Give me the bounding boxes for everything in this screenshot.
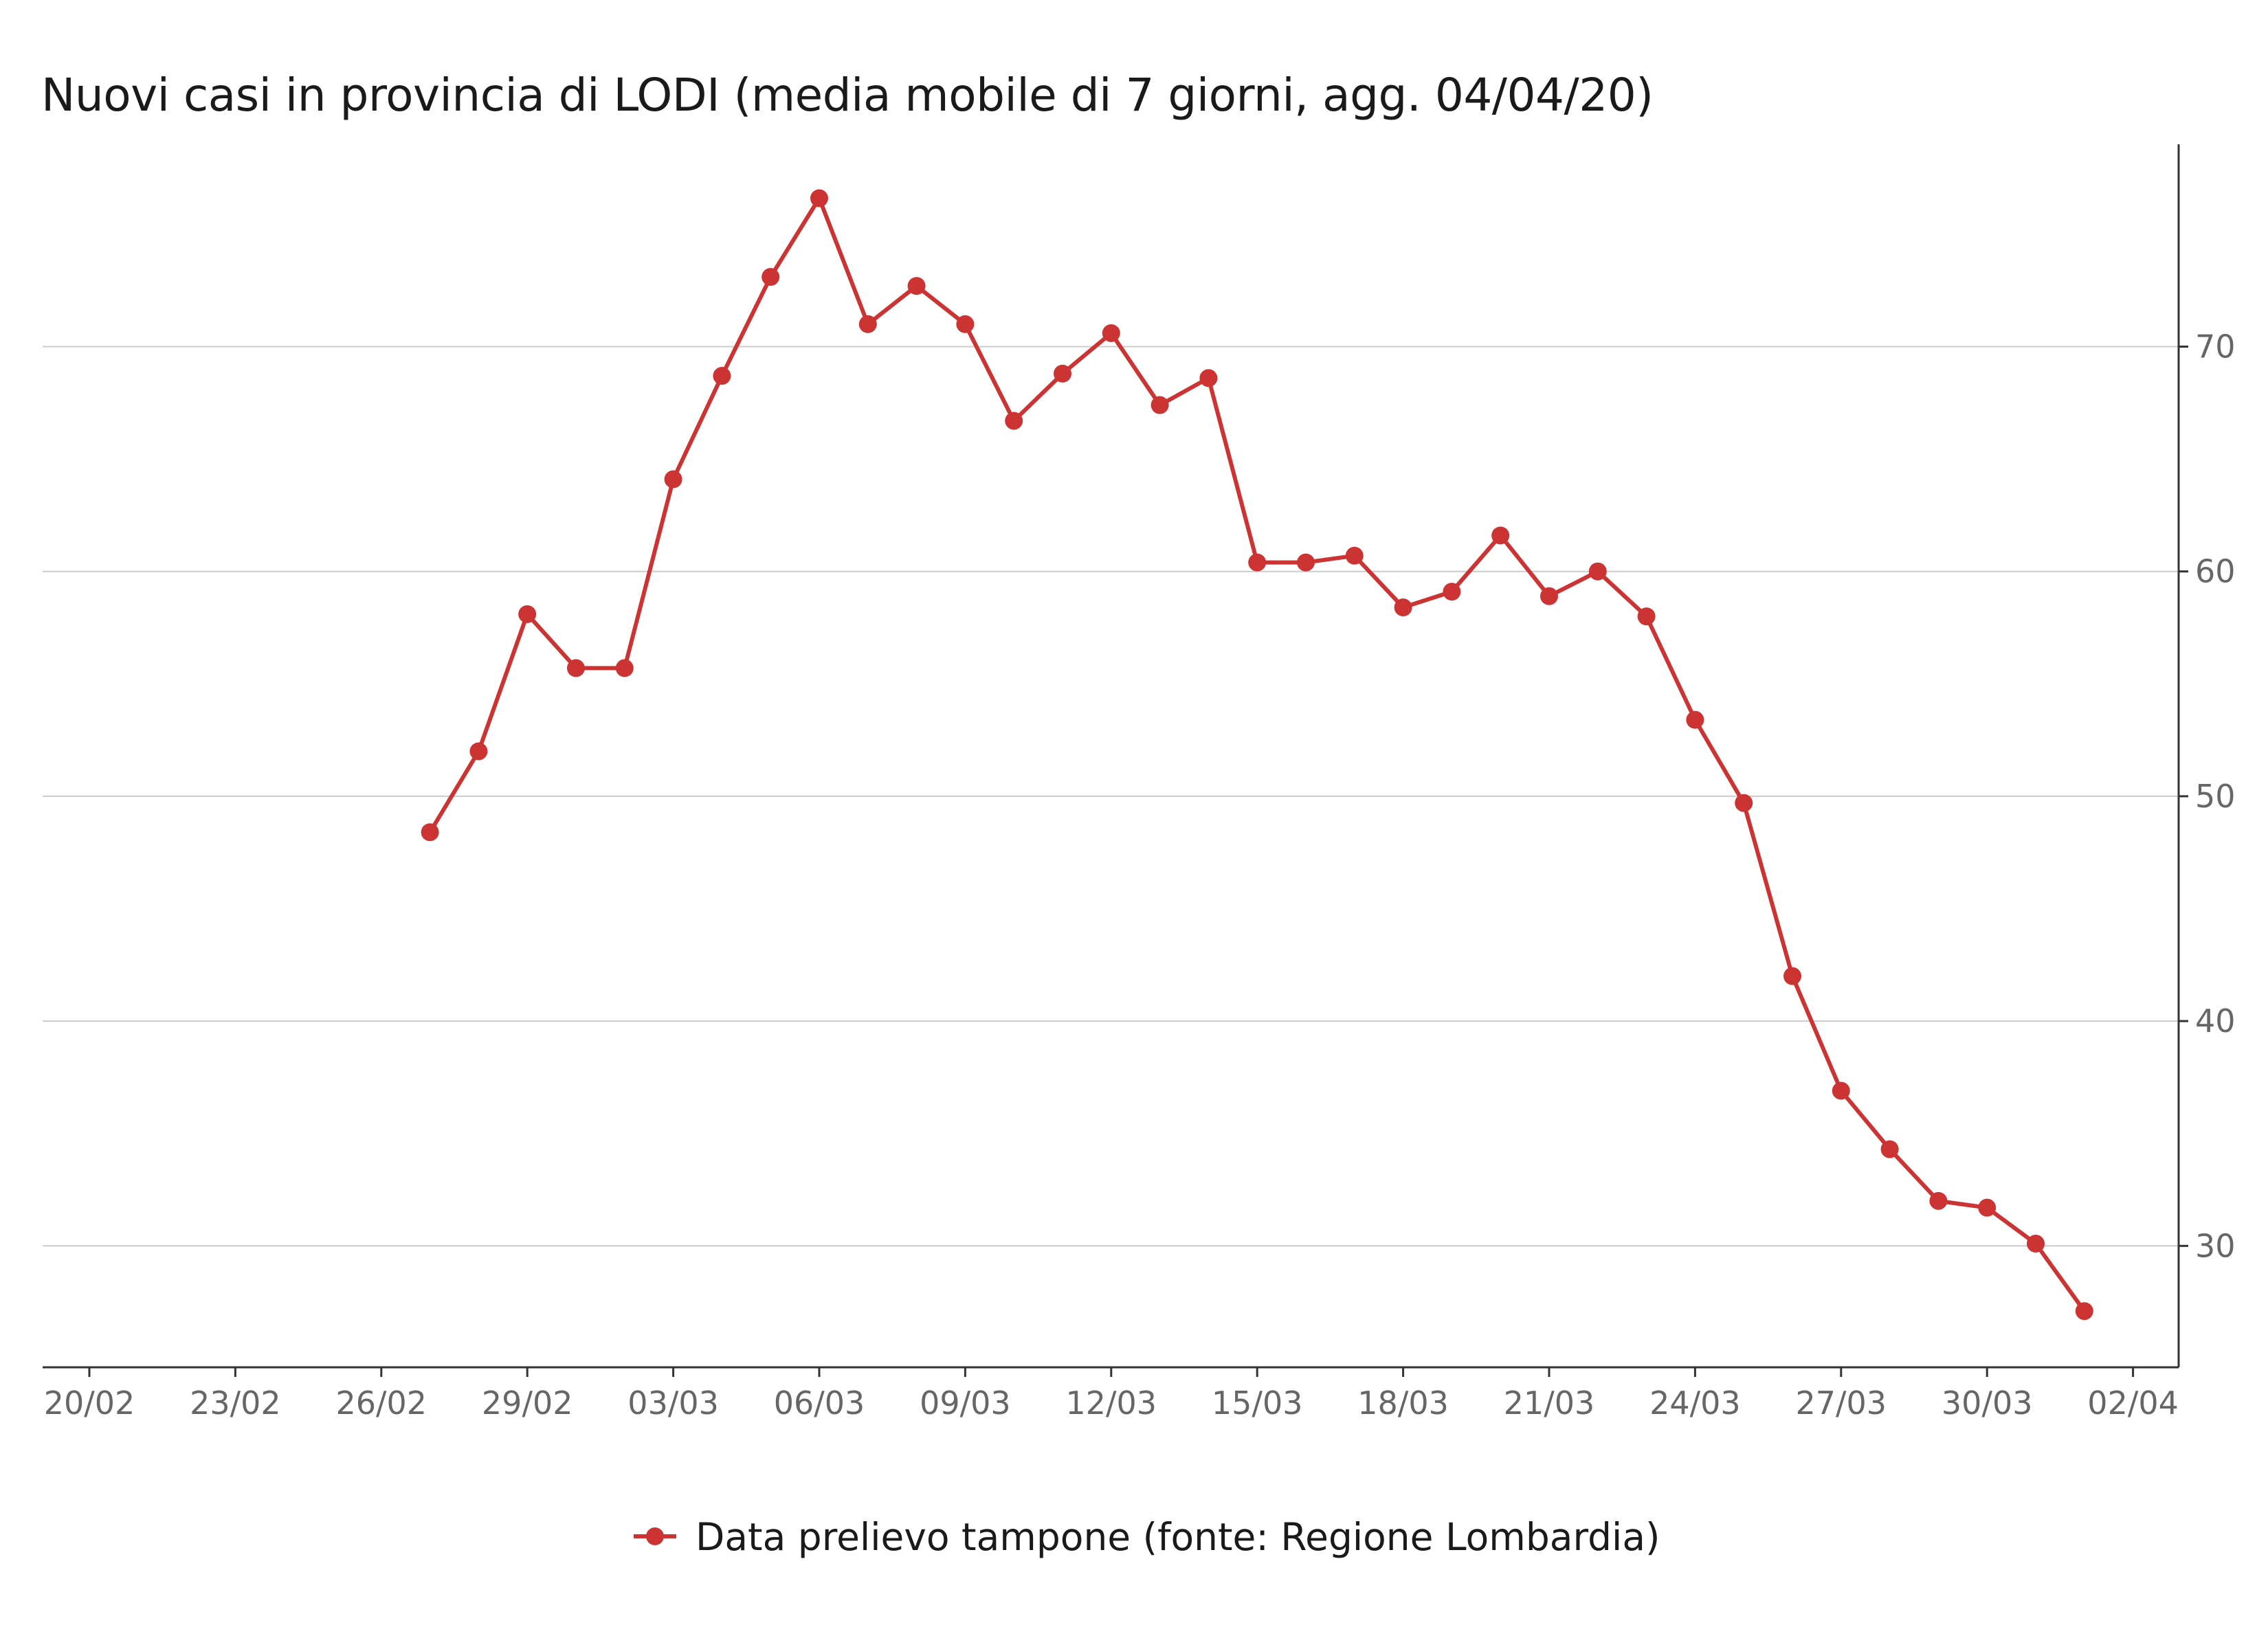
data-point xyxy=(1345,546,1364,565)
x-tick-label: 03/03 xyxy=(627,1384,719,1422)
x-tick-label: 21/03 xyxy=(1504,1384,1595,1422)
series-line xyxy=(427,196,2087,1314)
grid-lines xyxy=(43,346,2179,1247)
data-point xyxy=(1394,598,1412,617)
x-tick-label: 24/03 xyxy=(1649,1384,1741,1422)
y-tick-label: 40 xyxy=(2195,1002,2236,1040)
data-point xyxy=(858,315,877,333)
data-point xyxy=(1150,396,1169,414)
data-point xyxy=(1297,553,1315,572)
legend-label: Data prelievo tampone (fonte: Regione Lo… xyxy=(696,1515,1660,1559)
data-point xyxy=(1102,324,1120,342)
data-point xyxy=(2075,1302,2093,1321)
data-point xyxy=(1637,607,1656,626)
data-point xyxy=(1005,412,1023,430)
x-tick-label: 02/04 xyxy=(2087,1384,2179,1422)
data-point xyxy=(518,605,537,623)
data-point xyxy=(1248,553,1267,572)
data-point xyxy=(1783,967,1801,985)
data-point xyxy=(1686,710,1704,729)
series-layer xyxy=(421,189,2093,1321)
data-point xyxy=(664,470,682,489)
x-tick-label: 23/02 xyxy=(190,1384,281,1422)
y-tick-label: 60 xyxy=(2195,553,2236,590)
x-tick-label: 30/03 xyxy=(1942,1384,2033,1422)
x-tick-label: 26/02 xyxy=(336,1384,427,1422)
data-point xyxy=(907,277,926,295)
data-point xyxy=(1491,526,1510,545)
x-tick-label: 09/03 xyxy=(920,1384,1011,1422)
x-tick-label: 12/03 xyxy=(1066,1384,1157,1422)
data-point xyxy=(567,659,585,677)
chart-title: Nuovi casi in provincia di LODI (media m… xyxy=(41,69,1654,122)
y-tick-label: 50 xyxy=(2195,778,2236,815)
y-tick-label: 70 xyxy=(2195,328,2236,365)
legend-swatch-marker xyxy=(646,1527,664,1545)
data-point xyxy=(1588,562,1607,581)
data-point xyxy=(761,268,780,287)
data-point xyxy=(1054,364,1071,383)
data-point xyxy=(810,189,828,207)
data-point xyxy=(421,823,439,842)
x-tick-label: 29/02 xyxy=(482,1384,573,1422)
x-tick-label: 15/03 xyxy=(1212,1384,1303,1422)
data-point xyxy=(1880,1140,1899,1158)
data-point xyxy=(615,659,634,677)
data-point xyxy=(469,742,488,761)
x-tick-label: 18/03 xyxy=(1357,1384,1449,1422)
data-point xyxy=(1540,587,1558,605)
data-point xyxy=(1978,1198,1997,1217)
data-point xyxy=(2027,1235,2045,1253)
data-point xyxy=(956,315,975,333)
data-point xyxy=(1199,369,1218,388)
x-tick-label: 27/03 xyxy=(1796,1384,1887,1422)
x-tick-label: 20/02 xyxy=(44,1384,135,1422)
data-point xyxy=(1832,1081,1850,1100)
legend: Data prelievo tampone (fonte: Regione Lo… xyxy=(634,1515,1660,1559)
x-tick-label: 06/03 xyxy=(774,1384,865,1422)
data-point xyxy=(1735,794,1753,812)
data-point xyxy=(1929,1191,1948,1210)
data-point xyxy=(713,367,731,385)
axes: 30 40 50 60 70 20/02 23/02 26/02 29/02 03/03 06/03… xyxy=(43,144,2236,1422)
y-tick-label: 30 xyxy=(2195,1227,2236,1264)
data-point xyxy=(1443,583,1461,601)
